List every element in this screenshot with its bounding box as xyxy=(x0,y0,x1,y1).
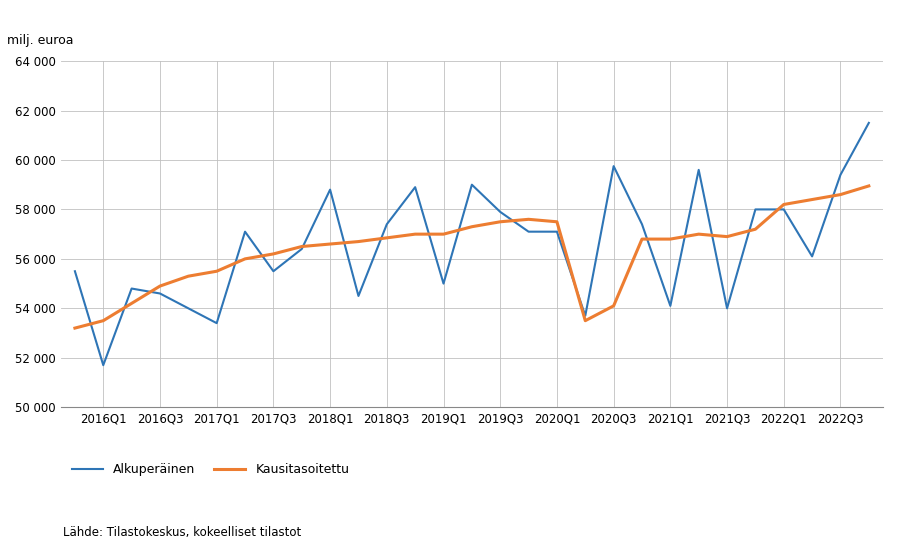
Alkuperäinen xyxy=(779,206,789,213)
Kausitasoitettu xyxy=(438,231,449,237)
Alkuperäinen xyxy=(98,362,109,368)
Kausitasoitettu xyxy=(409,231,420,237)
Alkuperäinen xyxy=(296,246,307,252)
Text: Lähde: Tilastokeskus, kokeelliset tilastot: Lähde: Tilastokeskus, kokeelliset tilast… xyxy=(63,526,301,539)
Alkuperäinen xyxy=(806,253,817,259)
Kausitasoitettu xyxy=(154,283,165,289)
Kausitasoitettu xyxy=(608,302,619,309)
Kausitasoitettu xyxy=(779,201,789,208)
Kausitasoitettu xyxy=(382,234,392,241)
Kausitasoitettu xyxy=(353,238,364,245)
Alkuperäinen xyxy=(665,302,675,309)
Kausitasoitettu xyxy=(296,243,307,250)
Kausitasoitettu xyxy=(211,268,222,275)
Kausitasoitettu xyxy=(722,233,733,240)
Alkuperäinen xyxy=(722,305,733,312)
Alkuperäinen xyxy=(240,228,251,235)
Alkuperäinen xyxy=(325,187,336,193)
Kausitasoitettu xyxy=(240,256,251,262)
Kausitasoitettu xyxy=(98,317,109,324)
Alkuperäinen xyxy=(69,268,80,275)
Alkuperäinen xyxy=(409,184,420,190)
Kausitasoitettu xyxy=(580,317,591,324)
Alkuperäinen xyxy=(608,163,619,169)
Alkuperäinen xyxy=(835,171,846,178)
Alkuperäinen xyxy=(693,166,704,173)
Alkuperäinen xyxy=(580,312,591,319)
Alkuperäinen xyxy=(495,209,506,215)
Kausitasoitettu xyxy=(495,219,506,225)
Text: milj. euroa: milj. euroa xyxy=(7,34,74,47)
Kausitasoitettu xyxy=(551,219,562,225)
Alkuperäinen xyxy=(211,320,222,326)
Alkuperäinen xyxy=(127,285,137,292)
Alkuperäinen xyxy=(551,228,562,235)
Kausitasoitettu xyxy=(183,273,194,280)
Kausitasoitettu xyxy=(524,216,534,222)
Kausitasoitettu xyxy=(127,300,137,307)
Kausitasoitettu xyxy=(268,251,278,257)
Line: Alkuperäinen: Alkuperäinen xyxy=(75,123,869,365)
Alkuperäinen xyxy=(183,305,194,312)
Kausitasoitettu xyxy=(806,196,817,203)
Legend: Alkuperäinen, Kausitasoitettu: Alkuperäinen, Kausitasoitettu xyxy=(67,459,355,481)
Alkuperäinen xyxy=(864,120,875,126)
Kausitasoitettu xyxy=(693,231,704,237)
Kausitasoitettu xyxy=(466,224,477,230)
Kausitasoitettu xyxy=(325,241,336,248)
Kausitasoitettu xyxy=(864,183,875,189)
Alkuperäinen xyxy=(466,182,477,188)
Alkuperäinen xyxy=(353,293,364,299)
Alkuperäinen xyxy=(750,206,761,213)
Kausitasoitettu xyxy=(835,191,846,198)
Alkuperäinen xyxy=(154,290,165,296)
Kausitasoitettu xyxy=(637,236,647,243)
Kausitasoitettu xyxy=(750,226,761,232)
Alkuperäinen xyxy=(268,268,278,275)
Kausitasoitettu xyxy=(69,325,80,331)
Alkuperäinen xyxy=(637,221,647,227)
Alkuperäinen xyxy=(382,221,392,227)
Alkuperäinen xyxy=(438,280,449,287)
Line: Kausitasoitettu: Kausitasoitettu xyxy=(75,186,869,328)
Kausitasoitettu xyxy=(665,236,675,243)
Alkuperäinen xyxy=(524,228,534,235)
